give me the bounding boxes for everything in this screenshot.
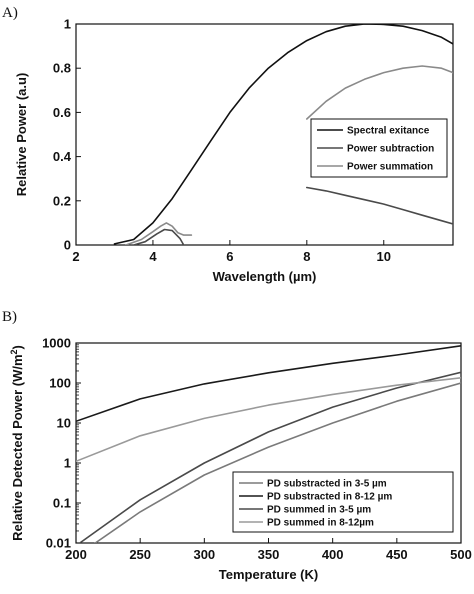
legend-label: Power summation bbox=[347, 162, 433, 173]
x-tick-label: 6 bbox=[226, 249, 233, 264]
series-line-power-subtraction bbox=[132, 228, 185, 245]
series-line-pd-substracted-in-8-12-m bbox=[76, 345, 461, 423]
legend-label: PD summed in 3-5 µm bbox=[267, 505, 371, 516]
panel-a-x-axis-title: Wavelength (µm) bbox=[213, 269, 317, 284]
panel-b-y-axis-title-main: Relative Detected Power (W/m bbox=[10, 354, 25, 540]
y-tick-label: 1000 bbox=[42, 336, 71, 351]
y-tick-label: 0.1 bbox=[53, 496, 71, 511]
y-tick-label: 1 bbox=[64, 17, 71, 32]
x-tick-label: 2 bbox=[72, 249, 79, 264]
legend-label: PD summed in 8-12µm bbox=[267, 518, 374, 529]
x-tick-label: 8 bbox=[303, 249, 310, 264]
series-line-power-summation bbox=[125, 222, 193, 245]
y-tick-label: 1 bbox=[64, 456, 71, 471]
y-tick-label: 0.4 bbox=[53, 149, 72, 164]
legend-label: PD substracted in 3-5 µm bbox=[267, 479, 387, 490]
legend-box bbox=[232, 471, 454, 533]
x-tick-label: 400 bbox=[322, 547, 344, 562]
y-tick-label: 0.8 bbox=[53, 61, 71, 76]
panel-a-plot-frame bbox=[75, 23, 454, 246]
panel-a-series bbox=[113, 24, 453, 245]
y-tick-label: 0.2 bbox=[53, 193, 71, 208]
panel-b-legend: PD substracted in 3-5 µm PD substracted i… bbox=[232, 471, 454, 533]
y-tick-label: 0.6 bbox=[53, 105, 71, 120]
series-line-pd-substracted-in-3-5-m bbox=[94, 382, 461, 543]
panel-a-y-axis-title: Relative Power (a.u) bbox=[14, 73, 29, 197]
panel-b-y-axis-title: Relative Detected Power (W/m2) bbox=[9, 345, 25, 541]
series-line-power-summation bbox=[306, 65, 453, 120]
panel-a-legend: Spectral exitance Power subtraction Power … bbox=[310, 118, 448, 178]
panel-a-ticks: 2 4 6 8 10 0 0.2 0.4 0.6 0.8 1 bbox=[53, 17, 391, 265]
panel-b-chart: B) 200 250 300 350 400 450 500 0.01 0.1 1 10 100 100… bbox=[2, 309, 472, 582]
panel-a-label: A) bbox=[2, 5, 18, 21]
panel-b-x-axis-title: Temperature (K) bbox=[219, 567, 318, 582]
panel-b-y-axis-title-suffix: ) bbox=[10, 345, 25, 349]
series-line-power-subtraction bbox=[306, 186, 453, 225]
x-tick-label: 10 bbox=[377, 249, 391, 264]
panel-b-ticks: 200 250 300 350 400 450 500 0.01 0.1 1 10 100 1000 bbox=[42, 336, 472, 563]
y-tick-label: 10 bbox=[57, 416, 71, 431]
x-tick-label: 200 bbox=[65, 547, 87, 562]
x-tick-label: 500 bbox=[450, 547, 472, 562]
legend-label: Spectral exitance bbox=[347, 126, 430, 137]
series-line-pd-summed-in-8-12-m bbox=[76, 377, 461, 463]
panel-a-chart: A) 2 4 6 8 1000.20.40.60.81 Wavelength (µm) … bbox=[2, 5, 454, 284]
legend-label: PD substracted in 8-12 µm bbox=[267, 492, 392, 503]
x-tick-label: 300 bbox=[193, 547, 215, 562]
y-tick-label: 0.01 bbox=[46, 536, 71, 551]
series-line-spectral-exitance bbox=[113, 24, 453, 245]
legend-label: Power subtraction bbox=[347, 144, 434, 155]
x-tick-label: 350 bbox=[258, 547, 280, 562]
y-tick-label: 0 bbox=[64, 238, 71, 253]
y-tick-label: 100 bbox=[49, 376, 71, 391]
x-tick-label: 4 bbox=[149, 249, 157, 264]
series-line-pd-summed-in-3-5-m bbox=[78, 371, 461, 543]
panel-b-label: B) bbox=[2, 309, 17, 325]
x-tick-label: 250 bbox=[129, 547, 151, 562]
x-tick-label: 450 bbox=[386, 547, 408, 562]
panel-b-series bbox=[76, 345, 461, 543]
panel-b-y-axis-title-superscript: 2 bbox=[9, 349, 19, 354]
